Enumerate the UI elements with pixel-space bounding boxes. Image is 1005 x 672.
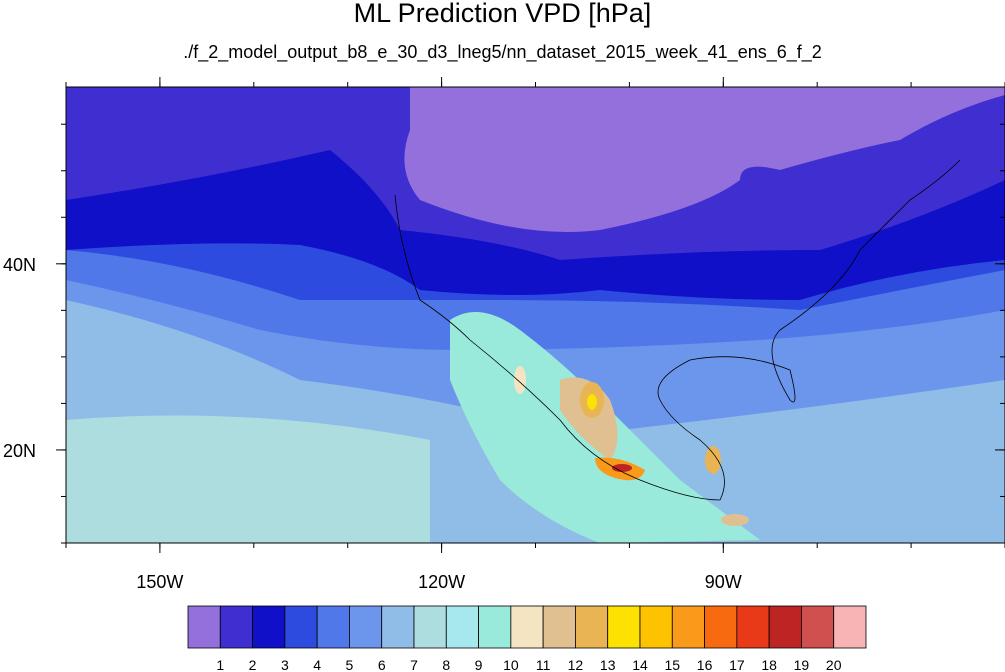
field-band-1 [404, 87, 1005, 232]
field-hotspot-5 [612, 464, 632, 472]
colorbar-label: 6 [378, 657, 386, 672]
colorbar-box [316, 605, 350, 649]
colorbar-label: 14 [632, 657, 648, 672]
chart-title: ML Prediction VPD [hPa] [353, 0, 652, 28]
colorbar-label: 4 [313, 657, 321, 672]
colorbar-label: 10 [503, 657, 519, 672]
colorbar-label: 16 [697, 657, 713, 672]
map-field [66, 87, 1005, 543]
colorbar-box [639, 605, 673, 649]
colorbar-label: 19 [794, 657, 810, 672]
colorbar-box [833, 605, 867, 649]
y-tick-label: 40N [3, 255, 36, 275]
colorbar-label: 15 [664, 657, 680, 672]
x-tick-label: 90W [705, 572, 742, 592]
colorbar-box [413, 605, 447, 649]
colorbar-box [284, 605, 318, 649]
colorbar-box [671, 605, 705, 649]
colorbar-label: 18 [761, 657, 777, 672]
colorbar-box [252, 605, 286, 649]
colorbar-label: 12 [568, 657, 584, 672]
x-tick-label: 150W [136, 572, 183, 592]
colorbar-label: 7 [410, 657, 418, 672]
colorbar-label: 9 [475, 657, 483, 672]
colorbar-label: 2 [249, 657, 257, 672]
colorbar-label: 20 [826, 657, 842, 672]
colorbar-box [349, 605, 383, 649]
field-hotspot-3 [587, 394, 597, 410]
field-hotspot-7 [721, 514, 749, 526]
colorbar-label: 13 [600, 657, 616, 672]
colorbar-box [542, 605, 576, 649]
colorbar-label: 17 [729, 657, 745, 672]
field-hotspot-6 [705, 446, 721, 474]
chart-subtitle: ./f_2_model_output_b8_e_30_d3_lneg5/nn_d… [183, 42, 822, 62]
coastline [394, 159, 961, 501]
field-hotspot-8 [514, 366, 526, 394]
colorbar-box [768, 605, 802, 649]
colorbar-box [704, 605, 738, 649]
colorbar-box [478, 605, 512, 649]
colorbar: 1 2 3 4 5 6 7 8 9 10 11 12 13 14 15 16 17 18 19 20 [187, 605, 867, 672]
colorbar-box [607, 605, 641, 649]
colorbar-label: 5 [346, 657, 354, 672]
colorbar-label: 8 [442, 657, 450, 672]
y-tick-label: 20N [3, 441, 36, 461]
colorbar-box [187, 605, 221, 649]
x-axis: 150W 120W 90W [65, 77, 1005, 592]
colorbar-box [736, 605, 770, 649]
colorbar-box [575, 605, 609, 649]
colorbar-label: 3 [281, 657, 289, 672]
colorbar-box [445, 605, 479, 649]
colorbar-box [801, 605, 835, 649]
colorbar-box [219, 605, 253, 649]
y-axis: 40N 20N [3, 123, 1005, 544]
colorbar-label: 1 [216, 657, 224, 672]
colorbar-label: 11 [536, 657, 551, 672]
field-south-band [66, 415, 430, 543]
colorbar-box [381, 605, 415, 649]
colorbar-box [510, 605, 544, 649]
x-tick-label: 120W [418, 572, 465, 592]
